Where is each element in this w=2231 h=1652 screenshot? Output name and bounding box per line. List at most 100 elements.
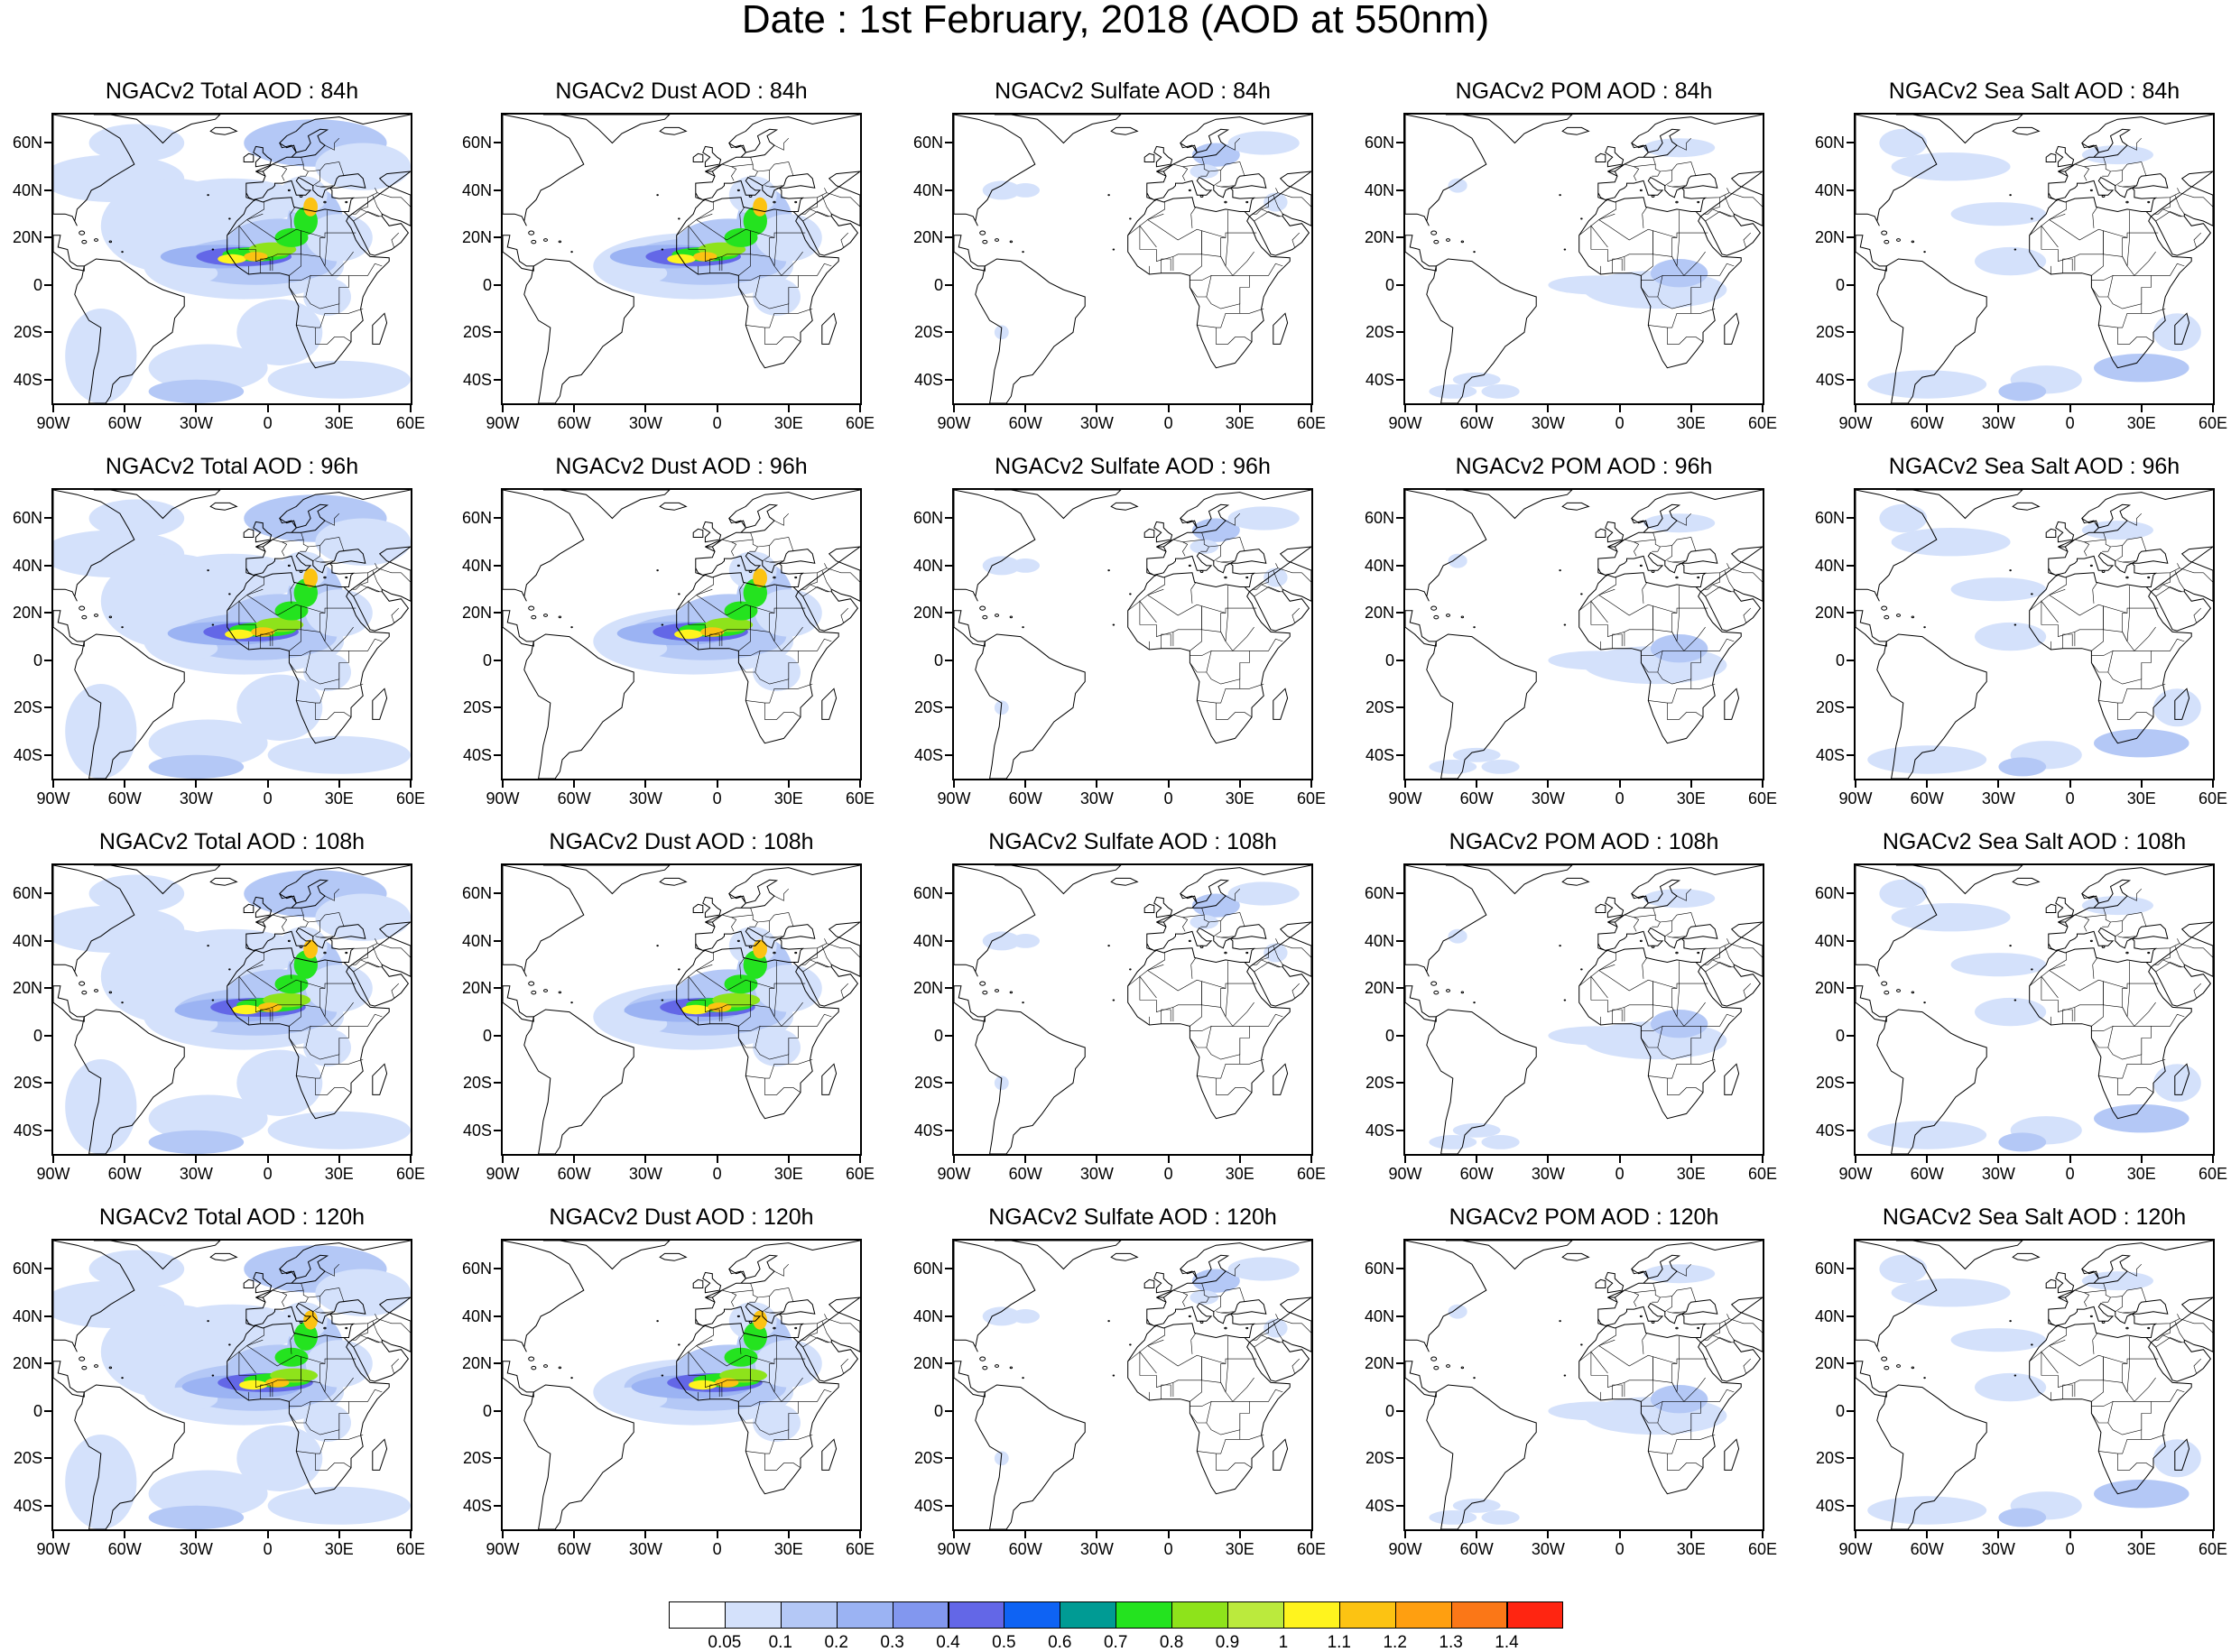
island [1112, 248, 1116, 251]
border-line [2141, 1434, 2166, 1440]
border-line [315, 703, 352, 720]
coastlines [954, 115, 1311, 403]
border-line [315, 936, 330, 939]
map-canvas [53, 1241, 411, 1529]
colorbar-swatch [1282, 1601, 1340, 1629]
border-line [709, 1384, 720, 1399]
lon-label: 0 [2065, 1540, 2075, 1558]
lon-label: 30E [324, 1540, 354, 1558]
coastline-centralAm [1856, 235, 1887, 272]
border-line [391, 607, 400, 623]
lat-label: 40S [462, 1121, 492, 1140]
border-line [2084, 914, 2128, 923]
lon-label: 60E [845, 1165, 875, 1183]
aod-contour [674, 629, 703, 640]
lat-tick [494, 1082, 501, 1084]
border-line [1705, 1314, 1730, 1324]
coastline-eurasiaAfrica [1578, 865, 1763, 1120]
border-line [1220, 1311, 1236, 1314]
border-line [762, 920, 770, 937]
lon-label: 30W [1981, 789, 2015, 808]
lat-tick [1396, 142, 1403, 144]
lon-tick [1855, 1531, 1856, 1538]
aod-shading [1429, 1264, 1727, 1525]
border-line [338, 683, 364, 689]
lat-label: 40S [1365, 745, 1394, 764]
border-line [324, 586, 328, 641]
lon-label: 60W [557, 789, 591, 808]
border-line [1213, 545, 1221, 561]
border-line [769, 560, 784, 563]
island [94, 614, 99, 617]
border-line [2155, 586, 2182, 597]
coastline-greenland [1895, 490, 2023, 520]
coastlines [503, 865, 860, 1154]
border-line [802, 211, 829, 222]
border-line [300, 1297, 309, 1303]
lat-label: 40S [1365, 370, 1394, 389]
lat-tick [44, 189, 51, 191]
border-line [2126, 888, 2143, 901]
border-line [2092, 1333, 2098, 1341]
lat-tick [945, 189, 952, 191]
lat-tick [1847, 517, 1854, 520]
coastline-madagascar [2174, 1438, 2190, 1471]
border-line [1712, 959, 1735, 968]
lat-label: 40S [13, 370, 42, 389]
lon-label: 30E [1676, 1165, 1706, 1183]
border-line [1291, 232, 1301, 247]
lon-label: 90W [36, 414, 70, 432]
borders [676, 512, 860, 720]
island [1559, 1320, 1561, 1323]
border-line [324, 137, 340, 151]
border-line [1624, 1289, 1640, 1307]
border-line [1172, 539, 1189, 557]
aod-contour [267, 1111, 411, 1149]
border-line [1690, 1058, 1716, 1065]
lon-tick [195, 405, 198, 412]
border-line [290, 1333, 296, 1341]
border-line [1652, 532, 1656, 540]
island [108, 1366, 113, 1370]
border-line [696, 219, 806, 241]
aod-contour [1998, 1132, 2047, 1152]
coastline-northAmerica [503, 115, 585, 226]
coastline-arabia [1699, 921, 1763, 1007]
border-line [1172, 1289, 1189, 1307]
island [531, 1365, 537, 1371]
lat-label: 40S [462, 1496, 492, 1515]
island [1460, 1366, 1465, 1370]
border-line [821, 570, 832, 590]
lat-tick [1396, 659, 1403, 661]
colorbar-swatch [669, 1601, 726, 1629]
lon-label: 90W [1388, 1540, 1422, 1558]
lat-label: 20S [13, 1449, 42, 1468]
border-line [2117, 1311, 2133, 1315]
aod-contour [1190, 164, 1218, 179]
lat-tick [44, 1457, 51, 1460]
aod-contour [1011, 1309, 1040, 1324]
border-line [1667, 1078, 1704, 1095]
lat-label: 20N [912, 228, 943, 247]
border-line [1664, 1296, 1672, 1312]
lon-label: 90W [937, 1540, 971, 1558]
border-line [1743, 1358, 1752, 1373]
map-canvas [1405, 1241, 1763, 1529]
aod-contour [994, 325, 1009, 340]
border-line [2103, 1283, 2106, 1291]
lon-label: 0 [1163, 789, 1173, 808]
lat-tick [1847, 987, 1854, 990]
lat-label: 40N [912, 556, 943, 575]
island [2009, 194, 2012, 197]
island [528, 230, 535, 235]
coastline-iceland [2012, 877, 2041, 886]
island [323, 1326, 327, 1330]
lat-label: 20S [13, 698, 42, 717]
island [2031, 1343, 2033, 1346]
border-line [1590, 1351, 1608, 1376]
border-line [2126, 210, 2130, 266]
island [656, 194, 659, 197]
lat-tick [1396, 1034, 1403, 1037]
border-line [1291, 983, 1301, 998]
border-line [1712, 208, 1735, 217]
